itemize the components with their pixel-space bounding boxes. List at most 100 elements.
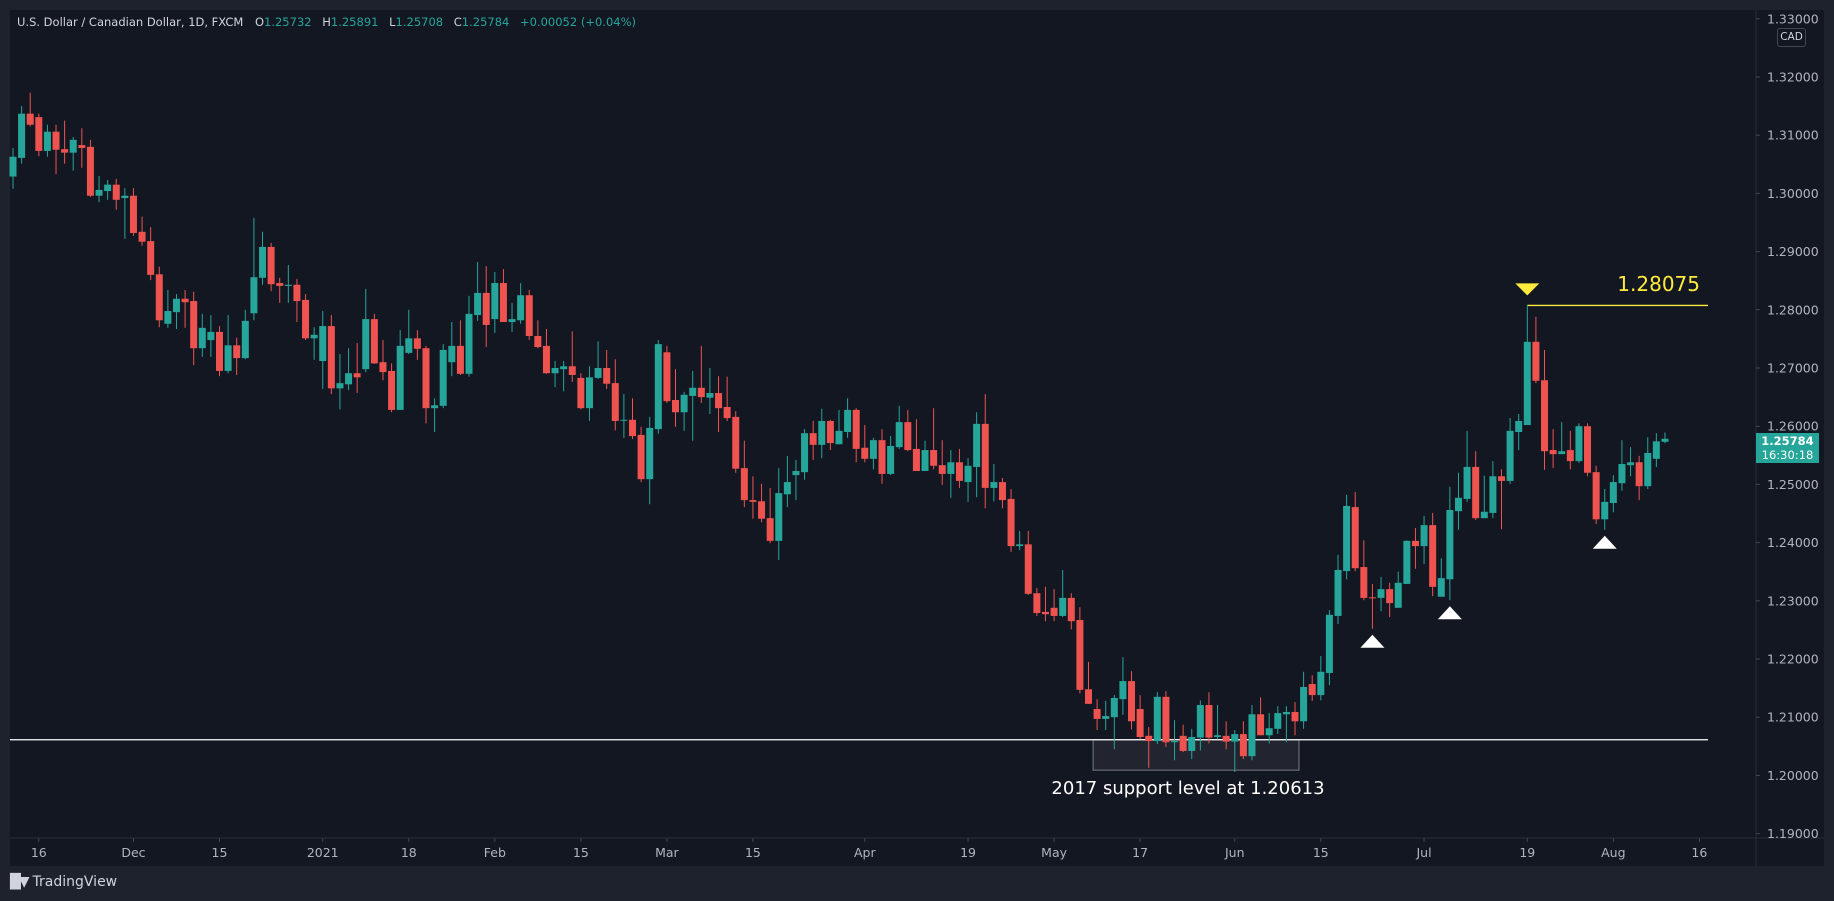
candle <box>1420 515 1428 565</box>
support-zone-rectangle[interactable] <box>1092 739 1300 771</box>
candle <box>1239 721 1247 760</box>
candle-body <box>422 348 430 409</box>
candle <box>259 231 267 285</box>
candle <box>164 290 172 328</box>
candle-body <box>1480 511 1488 519</box>
candle-body <box>1222 735 1230 742</box>
candle-body <box>61 149 69 153</box>
candle-body <box>534 335 542 348</box>
arrow-up-marker-icon[interactable] <box>1360 634 1385 648</box>
candle-body <box>1446 510 1454 580</box>
open-value: 1.25732 <box>264 15 312 29</box>
candle <box>689 370 697 441</box>
candle <box>1128 671 1136 730</box>
candle-body <box>224 345 232 371</box>
candle-body <box>938 465 946 474</box>
candle <box>129 188 137 236</box>
candle <box>491 271 499 334</box>
high-annotation-label[interactable]: 1.28075 <box>1617 272 1700 297</box>
candle-body <box>26 113 34 125</box>
candle-body <box>388 370 396 410</box>
candle <box>241 309 249 360</box>
candle <box>1308 675 1316 701</box>
candle-body <box>921 450 929 472</box>
price-tick-label: 1.28000 <box>1767 302 1819 317</box>
candle <box>319 310 327 389</box>
candle <box>9 148 17 189</box>
candle <box>620 394 628 438</box>
candle <box>499 269 507 323</box>
price-tick-label: 1.30000 <box>1767 186 1819 201</box>
candle-body <box>1128 681 1136 722</box>
candle-body <box>1325 614 1333 673</box>
candle <box>1454 472 1462 530</box>
candle <box>267 242 275 292</box>
time-tick-label: 16 <box>31 845 47 860</box>
candle <box>1248 704 1256 761</box>
price-tick-label: 1.21000 <box>1767 710 1819 725</box>
bar-countdown: 16:30:18 <box>1761 448 1814 462</box>
candle-body <box>740 468 748 501</box>
time-tick-label: Aug <box>1601 845 1625 860</box>
symbol-legend: U.S. Dollar / Canadian Dollar, 1D, FXCM … <box>17 15 643 29</box>
candle <box>95 175 103 203</box>
candle-body <box>1248 714 1256 757</box>
candle-body <box>129 195 137 233</box>
candle-body <box>448 345 456 363</box>
candle <box>69 136 77 171</box>
chart-pane[interactable] <box>10 10 1824 866</box>
candle-body <box>981 423 989 488</box>
candle-body <box>1472 466 1480 519</box>
candle-body <box>1041 611 1049 615</box>
candle <box>224 315 232 374</box>
time-tick-label: 16 <box>1691 845 1707 860</box>
candle-body <box>1343 505 1351 572</box>
candle <box>250 217 258 321</box>
candle-body <box>955 462 963 481</box>
candle <box>947 450 955 498</box>
candle <box>517 283 525 324</box>
arrow-down-marker-icon[interactable] <box>1515 283 1540 296</box>
candle-body <box>147 241 155 275</box>
currency-badge[interactable]: CAD <box>1777 28 1806 47</box>
candle <box>775 468 783 561</box>
tradingview-logo[interactable]: █▼ TradingView <box>10 872 117 892</box>
candle <box>138 216 146 246</box>
candle <box>1403 540 1411 584</box>
candle-body <box>198 327 206 349</box>
tradingview-logo-text: TradingView <box>32 874 118 890</box>
candle <box>1024 530 1032 595</box>
candle <box>534 320 542 349</box>
candle-body <box>1368 597 1376 599</box>
arrow-up-marker-icon[interactable] <box>1437 606 1462 620</box>
candle-body <box>1016 544 1024 547</box>
candle <box>1205 692 1213 744</box>
candle <box>413 330 421 360</box>
candle-body <box>560 366 568 370</box>
candle <box>637 426 645 483</box>
candle <box>1377 576 1385 612</box>
support-annotation-label[interactable]: 2017 support level at 1.20613 <box>1051 778 1325 799</box>
candle-body <box>18 113 26 158</box>
candle-body <box>456 345 464 374</box>
candle <box>1480 475 1488 519</box>
time-tick-label: 19 <box>1519 845 1535 860</box>
candle-body <box>336 383 344 389</box>
candle <box>663 345 671 403</box>
candle <box>930 408 938 470</box>
candle <box>844 398 852 438</box>
candle-body <box>844 409 852 433</box>
arrow-up-marker-icon[interactable] <box>1592 535 1617 549</box>
candle <box>52 124 60 175</box>
candle <box>869 437 877 470</box>
candle-body <box>112 184 120 200</box>
candle-body <box>792 471 800 476</box>
candle-body <box>241 320 249 359</box>
candle-body <box>52 131 60 150</box>
candle-body <box>1024 544 1032 594</box>
candle-body <box>1601 501 1609 520</box>
candle <box>646 416 654 505</box>
candle-body <box>474 292 482 316</box>
time-tick-label: 15 <box>745 845 761 860</box>
